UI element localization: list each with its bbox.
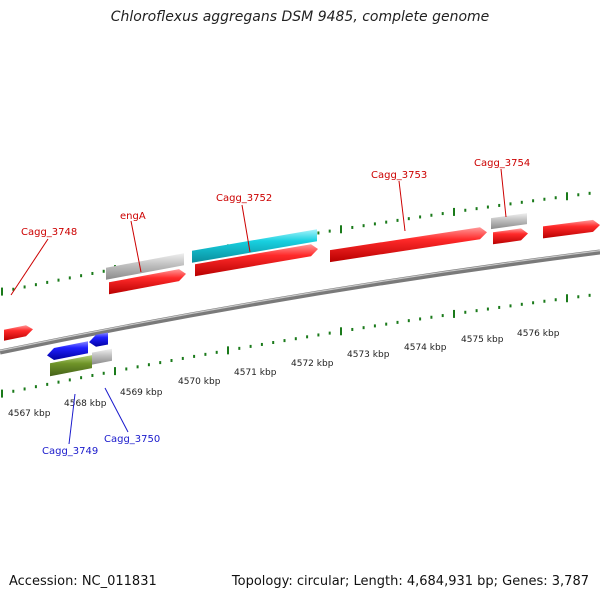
kbp-label: 4570 kbp — [178, 377, 221, 387]
gene-cagg-3750[interactable] — [89, 332, 108, 347]
kbp-label: 4576 kbp — [517, 329, 560, 339]
kbp-label: 4571 kbp — [234, 368, 277, 378]
gene-label-cagg-3749[interactable]: Cagg_3749 — [42, 446, 98, 457]
gene-cagg-3754[interactable] — [493, 228, 528, 245]
forward-leader-lines — [10, 168, 507, 296]
feature-cagg-3752[interactable] — [192, 229, 317, 263]
gene-label-cagg-3748[interactable]: Cagg_3748 — [21, 227, 77, 238]
gene-features — [4, 213, 600, 377]
gene-label-cagg-3752[interactable]: Cagg_3752 — [216, 193, 272, 204]
gene-label-cagg-3754[interactable]: Cagg_3754 — [474, 158, 530, 169]
kbp-label: 4573 kbp — [347, 350, 390, 360]
gene-cagg-3753[interactable] — [330, 227, 487, 263]
gene-label-cagg-3753[interactable]: Cagg_3753 — [371, 170, 427, 181]
genome-backbone — [0, 249, 600, 355]
kbp-label: 4569 kbp — [120, 388, 163, 398]
kbp-label: 4575 kbp — [461, 335, 504, 345]
kbp-label: 4572 kbp — [291, 359, 334, 369]
gene-cagg-3749[interactable] — [47, 341, 88, 360]
feature-cagg-3754-rna[interactable] — [491, 213, 527, 230]
kbp-label: 4567 kbp — [8, 409, 51, 419]
genome-summary-text: Topology: circular; Length: 4,684,931 bp… — [231, 574, 589, 589]
gene-label-enga[interactable]: engA — [120, 211, 146, 222]
gene-label-cagg-3750[interactable]: Cagg_3750 — [104, 434, 160, 445]
feature-cagg-3750-rna[interactable] — [92, 348, 112, 365]
gene-cagg-3748[interactable] — [4, 325, 33, 341]
accession-text: Accession: NC_011831 — [9, 574, 157, 589]
gene-enga[interactable] — [109, 269, 186, 295]
gene-cagg-3751[interactable] — [195, 244, 318, 277]
gene-cagg-3755[interactable] — [543, 219, 600, 239]
feature-cagg-3749[interactable] — [50, 355, 92, 377]
reverse-leader-lines — [68, 387, 129, 445]
lower-tick-ring — [1, 293, 591, 398]
map-title: Chloroflexus aggregans DSM 9485, complet… — [110, 9, 490, 25]
kbp-label: 4574 kbp — [404, 343, 447, 353]
kbp-label: 4568 kbp — [64, 399, 107, 409]
feature-enga-rna[interactable] — [106, 253, 184, 280]
kbp-labels: 4567 kbp 4568 kbp 4569 kbp 4570 kbp 4571… — [8, 329, 560, 419]
